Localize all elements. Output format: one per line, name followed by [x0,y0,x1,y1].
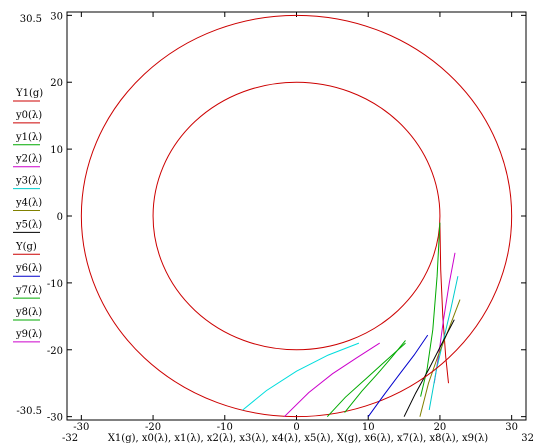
x-tick-label: 10 [362,422,375,433]
legend: Y1(g) y0(λ) y1(λ) y2(λ) y3(λ) y4(λ) y5(λ) Y(g) y… [13,88,43,343]
series-line [419,299,461,417]
x-axis-label: X1(g), x0(λ), x1(λ), x2(λ), x3(λ), x4(λ)… [108,433,488,444]
legend-label: y3(λ) [15,176,42,187]
x-tick-label: -10 [217,422,233,433]
legend-label: y1(λ) [15,132,42,143]
y-tick-label: 20 [50,78,63,89]
series-layer [80,14,513,418]
x-tick-label: -20 [145,422,161,433]
x-tick-label: -30 [73,422,89,433]
x-tick-label: 30 [505,422,518,433]
legend-label: y5(λ) [15,219,42,230]
legend-label: Y1(g) [15,88,43,99]
series-line [367,334,429,417]
legend-label: y0(λ) [15,110,42,121]
legend-label: Y(g) [15,241,37,252]
y-tick-label: 0 [57,212,63,223]
y-tick-label: -30 [47,413,63,424]
legend-label: y2(λ) [15,154,42,165]
x-tick-label: 20 [434,422,447,433]
series-line [420,222,441,397]
x-min-label: -32 [62,433,78,444]
series-line [439,222,449,384]
plot-frame [66,11,527,421]
legend-label: y8(λ) [15,307,42,318]
series-line [283,342,380,418]
y-max-label: 30.5 [20,14,42,25]
y-tick-label: -20 [47,346,63,357]
y-min-label: -30.5 [16,406,42,417]
legend-label: y4(λ) [15,198,42,209]
y-tick-label: -10 [47,279,63,290]
x-max-label: 32 [521,433,534,444]
legend-label: y7(λ) [15,285,42,296]
legend-label: y9(λ) [15,329,42,340]
legend-label: y6(λ) [15,263,42,274]
series-line [326,342,406,418]
series-line [80,14,513,418]
series-line [152,81,441,351]
series-line [242,342,360,411]
y-tick-label: 30 [50,11,63,22]
x-tick-label: 0 [293,422,299,433]
series-line [403,319,455,417]
ticks-layer: -30 -20 -10 0 10 20 30 30 20 10 0 -10 -20 -30 [47,11,526,433]
y-tick-label: 10 [50,145,63,156]
